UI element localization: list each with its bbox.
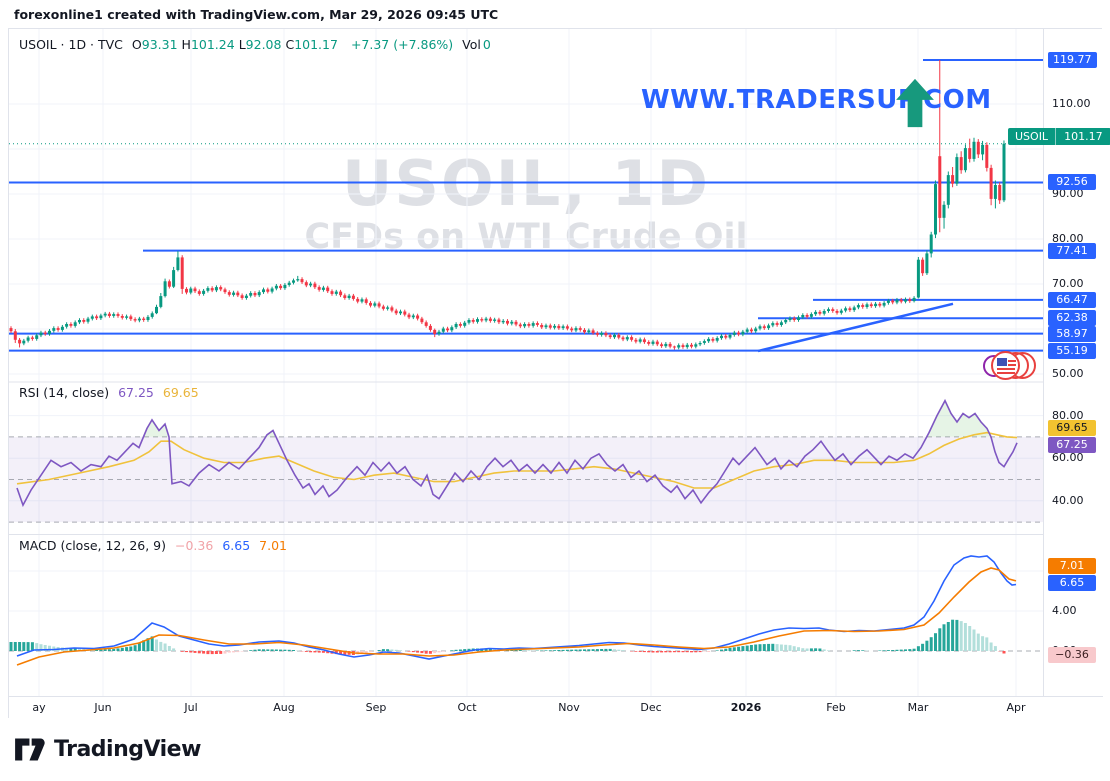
macd-value: 6.65 xyxy=(222,538,251,553)
ohlc-values: O93.31 H101.24 L92.08 C101.17 xyxy=(131,37,338,52)
time-tick-label: Feb xyxy=(826,701,846,714)
volume-value: 0 xyxy=(482,37,491,52)
horizontal-level-lines xyxy=(9,59,1043,352)
time-tick-label: Dec xyxy=(640,701,662,714)
website-text: WWW.TRADERSUP.COM xyxy=(641,85,992,115)
rsi-tick-label: 40.00 xyxy=(1052,493,1084,507)
macd-level-badge: 7.01 xyxy=(1048,558,1096,574)
macd-histogram xyxy=(9,619,1006,655)
rsi-legend[interactable]: RSI (14, close) 67.25 69.65 xyxy=(19,385,199,400)
rsi-value: 67.25 xyxy=(118,385,154,400)
macd-signal-line xyxy=(16,567,1017,666)
website-watermark: WWW.TRADERSUP.COM xyxy=(641,85,992,115)
last-price-value: 101.17 xyxy=(1064,130,1103,143)
price-level-badge: 62.38 xyxy=(1048,310,1096,327)
price-tick-label: 80.00 xyxy=(1052,232,1084,245)
price-level-badge: 58.97 xyxy=(1048,325,1096,342)
macd-tick-label: 4.00 xyxy=(1052,604,1077,617)
tradingview-glyph-icon xyxy=(15,738,45,761)
macd-signal-value: 7.01 xyxy=(259,538,287,553)
time-tick-label: Mar xyxy=(907,701,929,714)
macd-level-badge: −0.36 xyxy=(1048,646,1096,663)
flag-logo-icon xyxy=(983,351,1039,381)
time-tick-label: Sep xyxy=(365,701,387,714)
rsi-level-badge: 69.65 xyxy=(1048,419,1096,436)
flag-circle xyxy=(991,351,1020,380)
volume-label: Vol xyxy=(462,37,481,52)
candlestick-series xyxy=(9,60,1006,350)
attribution-text: forexonline1 created with TradingView.co… xyxy=(14,7,499,22)
time-tick-label: Nov xyxy=(558,701,580,714)
price-tick-label: 110.00 xyxy=(1052,97,1091,110)
time-tick-label: Aug xyxy=(273,701,295,714)
price-level-badge: 55.19 xyxy=(1048,342,1096,359)
macd-hist-value: −0.36 xyxy=(175,538,214,553)
symbol-title[interactable]: USOIL · 1D · TVC xyxy=(19,37,123,52)
tradingview-brand-text: TradingView xyxy=(54,737,201,762)
macd-legend[interactable]: MACD (close, 12, 26, 9) −0.36 6.65 7.01 xyxy=(19,538,287,553)
time-tick-label: 2026 xyxy=(730,701,762,714)
rsi-tick-label: 80.00 xyxy=(1052,408,1084,422)
price-level-badge: 92.56 xyxy=(1048,174,1096,191)
time-tick-label: Oct xyxy=(457,701,477,714)
rsi-level-badge: 67.25 xyxy=(1048,436,1096,453)
time-tick-label: Jul xyxy=(184,701,198,714)
rsi-ma-line xyxy=(16,431,1018,489)
price-level-badge: 66.47 xyxy=(1048,291,1096,308)
tradingview-logo[interactable]: TradingView xyxy=(14,737,201,762)
macd-line xyxy=(16,555,1017,660)
rsi-ma-value: 69.65 xyxy=(162,385,199,400)
time-tick-label: Jun xyxy=(94,701,112,714)
macd-level-badge: 6.65 xyxy=(1048,575,1096,591)
price-tick-label: 70.00 xyxy=(1052,277,1084,290)
change-value: +7.37 (+7.86%) xyxy=(350,37,454,52)
symbol-legend[interactable]: USOIL · 1D · TVC O93.31 H101.24 L92.08 C101… xyxy=(19,37,491,52)
time-tick-label: ay xyxy=(32,701,46,714)
last-price-symbol: USOIL xyxy=(1008,128,1057,145)
trendline[interactable] xyxy=(757,302,954,353)
rsi-pane xyxy=(9,436,1043,523)
time-tick-label: Apr xyxy=(1006,701,1026,714)
price-tick-label: 50.00 xyxy=(1052,367,1084,380)
up-arrow-icon xyxy=(896,78,934,128)
chart-frame: USOIL, 1D CFDs on WTI Crude Oil USOIL · … xyxy=(8,28,1110,719)
rsi-label: RSI (14, close) xyxy=(19,385,110,400)
last-price-badge: USOIL 101.17 xyxy=(1008,128,1110,145)
chart-canvas[interactable] xyxy=(9,29,1043,719)
time-axis[interactable]: ay Jun Jul Aug Sep Oct Nov Dec 2026 Feb Mar Apr xyxy=(9,696,1103,719)
price-level-badge: 77.41 xyxy=(1048,242,1096,259)
price-tick-label: 90.00 xyxy=(1052,187,1084,200)
rsi-line xyxy=(16,398,1018,508)
price-level-badge: 119.77 xyxy=(1048,52,1097,69)
macd-label: MACD (close, 12, 26, 9) xyxy=(19,538,166,553)
rsi-tick-label: 60.00 xyxy=(1052,451,1084,465)
